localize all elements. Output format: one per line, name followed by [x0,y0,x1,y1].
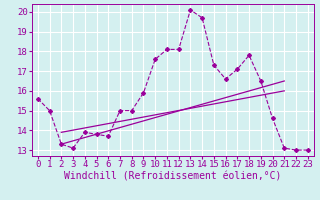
X-axis label: Windchill (Refroidissement éolien,°C): Windchill (Refroidissement éolien,°C) [64,172,282,182]
